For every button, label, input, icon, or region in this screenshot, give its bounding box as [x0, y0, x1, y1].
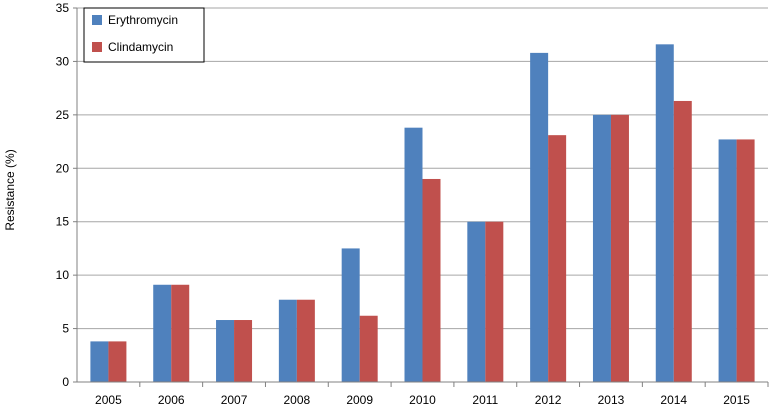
bar-erythromycin-2011 [467, 221, 486, 382]
legend-swatch-erythromycin [92, 15, 102, 25]
x-tick-labels: 2005 2006 2007 2008 2009 2010 2011 2012 2013 2014… [95, 382, 769, 407]
bar-erythromycin-2006 [153, 284, 172, 382]
x-tick-label: 2013 [598, 393, 625, 407]
bar-clindamycin-2013 [610, 114, 629, 382]
x-tick-label: 2006 [158, 393, 185, 407]
bar-clindamycin-2012 [548, 135, 567, 382]
y-tick-label: 35 [56, 1, 70, 15]
y-tick-label: 0 [62, 375, 69, 389]
bars [90, 44, 755, 383]
bar-clindamycin-2014 [673, 100, 692, 383]
legend: Erythromycin Clindamycin [83, 7, 205, 63]
bar-erythromycin-2012 [530, 52, 549, 382]
y-tick-labels: 0 5 10 15 20 25 30 35 [56, 1, 77, 389]
x-tick-label: 2007 [221, 393, 248, 407]
x-tick-label: 2005 [95, 393, 122, 407]
bar-clindamycin-2011 [485, 221, 504, 382]
bar-clindamycin-2009 [359, 315, 378, 382]
axes [76, 8, 768, 383]
x-tick-label: 2014 [660, 393, 687, 407]
y-tick-label: 10 [56, 268, 70, 282]
bar-erythromycin-2015 [718, 139, 737, 382]
x-tick-label: 2011 [472, 393, 498, 407]
x-tick-label: 2009 [346, 393, 373, 407]
legend-box [83, 7, 205, 63]
bar-erythromycin-2005 [90, 341, 109, 382]
bar-clindamycin-2010 [422, 178, 441, 382]
y-tick-label: 25 [56, 108, 70, 122]
bar-erythromycin-2009 [341, 248, 360, 382]
y-tick-label: 30 [56, 54, 70, 68]
bar-erythromycin-2014 [655, 44, 674, 383]
y-axis-label: Resistance (%) [3, 149, 17, 230]
bar-clindamycin-2006 [171, 284, 190, 382]
y-tick-label: 20 [56, 161, 70, 175]
bar-clindamycin-2005 [108, 341, 127, 382]
y-tick-label: 15 [56, 215, 70, 229]
bar-erythromycin-2008 [278, 299, 297, 382]
x-tick-label: 2015 [723, 393, 750, 407]
x-tick-label: 2010 [409, 393, 436, 407]
y-tick-label: 5 [62, 322, 69, 336]
bar-erythromycin-2010 [404, 127, 423, 383]
bar-clindamycin-2008 [296, 299, 315, 382]
bar-clindamycin-2015 [736, 139, 755, 382]
legend-swatch-clindamycin [92, 42, 102, 52]
x-tick-label: 2012 [535, 393, 562, 407]
bar-erythromycin-2013 [592, 114, 611, 382]
bar-erythromycin-2007 [216, 320, 235, 382]
legend-label-clindamycin: Clindamycin [108, 40, 173, 54]
legend-label-erythromycin: Erythromycin [108, 13, 178, 27]
bar-clindamycin-2007 [234, 320, 253, 382]
x-tick-label: 2008 [284, 393, 311, 407]
